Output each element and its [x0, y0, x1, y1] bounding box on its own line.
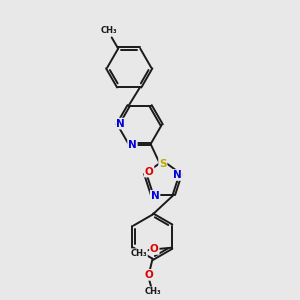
Text: CH₃: CH₃ [145, 287, 162, 296]
Text: O: O [145, 167, 154, 177]
Text: N: N [116, 118, 125, 129]
Text: S: S [159, 158, 166, 169]
Text: CH₃: CH₃ [130, 249, 147, 258]
Text: N: N [128, 140, 137, 150]
Text: N: N [151, 191, 160, 201]
Text: O: O [144, 270, 153, 280]
Text: CH₃: CH₃ [101, 26, 117, 35]
Text: O: O [150, 244, 159, 254]
Text: N: N [173, 170, 182, 180]
